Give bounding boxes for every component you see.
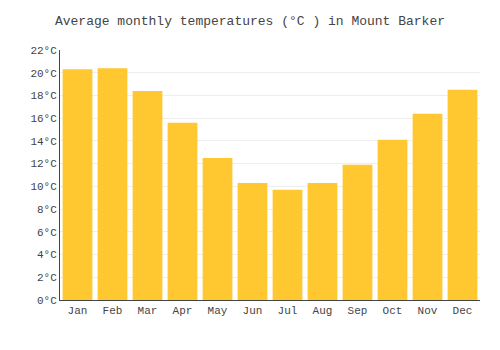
svg-text:Aug: Aug (313, 305, 333, 317)
svg-text:Jan: Jan (68, 305, 88, 317)
svg-text:Mar: Mar (138, 305, 158, 317)
svg-text:8°C: 8°C (37, 204, 57, 216)
svg-text:Nov: Nov (418, 305, 438, 317)
svg-text:14°C: 14°C (30, 136, 57, 148)
svg-text:Oct: Oct (383, 305, 403, 317)
svg-text:Apr: Apr (173, 305, 193, 317)
svg-text:Feb: Feb (103, 305, 123, 317)
svg-text:4°C: 4°C (37, 249, 57, 261)
svg-text:Average monthly temperatures (: Average monthly temperatures (°C ) in Mo… (55, 14, 445, 29)
svg-text:2°C: 2°C (37, 272, 57, 284)
svg-text:Dec: Dec (453, 305, 473, 317)
svg-text:16°C: 16°C (30, 113, 57, 125)
svg-text:Sep: Sep (348, 305, 368, 317)
svg-text:Jun: Jun (243, 305, 263, 317)
svg-text:18°C: 18°C (30, 90, 57, 102)
svg-text:12°C: 12°C (30, 158, 57, 170)
svg-text:May: May (208, 305, 228, 317)
svg-text:10°C: 10°C (30, 181, 57, 193)
svg-text:0°C: 0°C (37, 295, 57, 307)
svg-text:20°C: 20°C (30, 68, 57, 80)
svg-text:Jul: Jul (278, 305, 298, 317)
svg-text:22°C: 22°C (30, 45, 57, 57)
svg-text:6°C: 6°C (37, 227, 57, 239)
